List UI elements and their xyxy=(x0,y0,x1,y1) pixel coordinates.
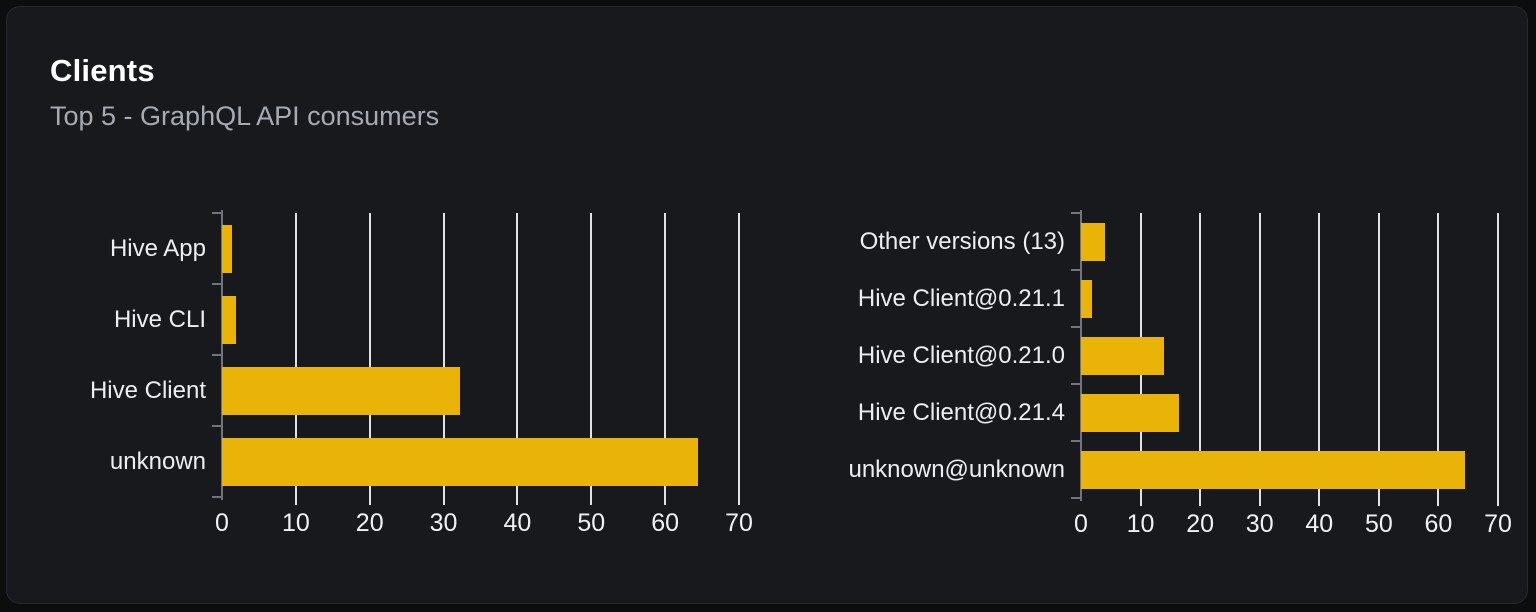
y-axis-tick xyxy=(1071,212,1080,214)
plot-area xyxy=(212,210,740,505)
gridline xyxy=(1318,213,1321,506)
x-tick-label: 70 xyxy=(1484,510,1512,538)
category-label: Hive App xyxy=(109,234,206,262)
category-label: Other versions (13) xyxy=(859,227,1065,255)
category-label: Hive Client@0.21.1 xyxy=(857,284,1065,312)
bar-hive-app[interactable] xyxy=(222,224,233,273)
y-axis-line xyxy=(221,210,223,500)
x-tick-label: 0 xyxy=(1074,510,1088,538)
card-subtitle: Top 5 - GraphQL API consumers xyxy=(50,101,440,131)
x-tick-label: 40 xyxy=(503,509,532,537)
gridline xyxy=(590,213,593,505)
y-axis-tick xyxy=(1071,497,1080,499)
x-tick-label: 10 xyxy=(281,509,310,537)
bar-hive-client-0-21-1[interactable] xyxy=(1081,279,1093,318)
clients-by-version-chart: Other versions (13) Hive Client@0.21.1 Hiv… xyxy=(837,210,1536,563)
x-tick-label: 20 xyxy=(355,509,384,537)
bar-other-versions-13-[interactable] xyxy=(1081,222,1105,261)
y-axis-tick xyxy=(212,283,221,285)
gridline xyxy=(294,213,297,505)
x-tick-label: 40 xyxy=(1305,510,1334,538)
y-axis-tick xyxy=(212,425,221,427)
x-tick-label: 30 xyxy=(1245,510,1274,538)
y-axis-tick xyxy=(1071,326,1080,328)
gridline xyxy=(1497,213,1499,506)
y-axis-tick xyxy=(1071,440,1080,442)
bar-hive-client-0-21-4[interactable] xyxy=(1081,393,1179,432)
x-tick-label: 20 xyxy=(1186,510,1215,538)
bar-hive-cli[interactable] xyxy=(222,295,237,344)
category-label: Hive Client@0.21.4 xyxy=(857,398,1065,426)
clients-card: Clients Top 5 - GraphQL API consumers Hi… xyxy=(6,6,1528,604)
x-tick-label: 10 xyxy=(1126,510,1155,538)
bar-hive-client[interactable] xyxy=(222,366,460,415)
gridline xyxy=(368,213,371,505)
gridline xyxy=(516,213,519,505)
category-label: Hive Client xyxy=(89,376,206,404)
y-axis-tick xyxy=(212,354,221,356)
category-label: unknown xyxy=(109,447,206,475)
gridline xyxy=(1258,213,1261,506)
x-tick-label: 0 xyxy=(215,509,229,537)
category-axis: Other versions (13) Hive Client@0.21.1 Hiv… xyxy=(837,213,1081,498)
y-axis-tick xyxy=(212,496,221,498)
x-tick-label: 50 xyxy=(577,509,606,537)
gridline xyxy=(1437,213,1440,506)
bar-hive-client-0-21-0[interactable] xyxy=(1081,336,1164,375)
card-title: Clients xyxy=(50,53,155,88)
bar-unknown-unknown[interactable] xyxy=(1081,450,1465,489)
category-label: unknown@unknown xyxy=(848,455,1065,483)
gridline xyxy=(442,213,445,505)
x-tick-label: 30 xyxy=(429,509,458,537)
bar-unknown[interactable] xyxy=(222,437,699,486)
category-axis: Hive App Hive CLI Hive Client unknown xyxy=(47,213,222,497)
x-tick-label: 50 xyxy=(1364,510,1393,538)
category-label: Hive Client@0.21.0 xyxy=(857,341,1065,369)
gridline xyxy=(1377,213,1380,506)
category-label: Hive CLI xyxy=(113,305,206,333)
x-tick-label: 70 xyxy=(725,509,753,537)
x-tick-label: 60 xyxy=(1424,510,1453,538)
gridline xyxy=(1199,213,1202,506)
plot-area xyxy=(1071,210,1499,506)
x-tick-label: 60 xyxy=(651,509,680,537)
gridline xyxy=(738,213,740,505)
y-axis-tick xyxy=(1071,269,1080,271)
y-axis-tick xyxy=(1071,383,1080,385)
y-axis-tick xyxy=(212,212,221,214)
clients-by-name-chart: Hive App Hive CLI Hive Client unknown 0 10 20 3… xyxy=(47,210,753,563)
gridline xyxy=(664,213,667,505)
